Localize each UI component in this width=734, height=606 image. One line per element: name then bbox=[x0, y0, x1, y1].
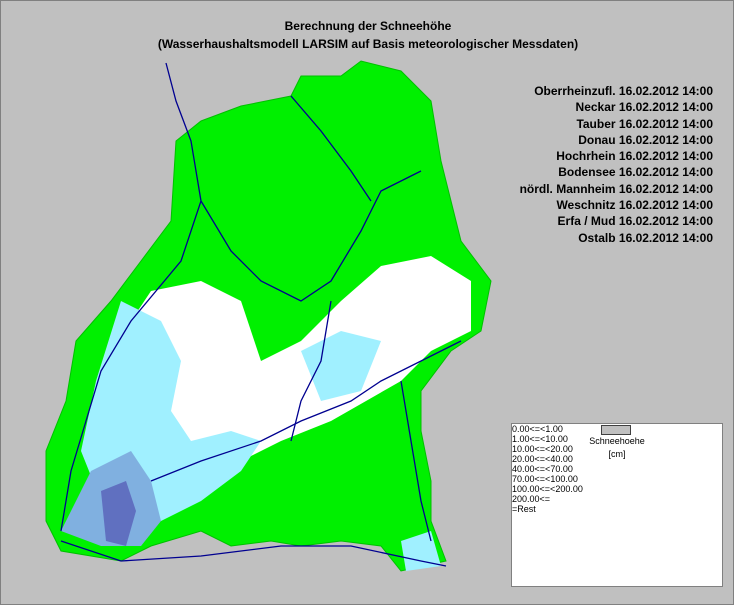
region-timestamp: 16.02.2012 14:00 bbox=[618, 214, 713, 229]
snow-dark bbox=[101, 481, 136, 546]
legend-row: 200.00<= bbox=[512, 425, 722, 504]
legend-op: = bbox=[512, 504, 518, 514]
region-name: Tauber bbox=[576, 116, 616, 131]
region-list: Oberrheinzufl. 16.02.2012 14:00 Neckar 16… bbox=[520, 83, 713, 246]
legend-to: 10.00 bbox=[545, 434, 568, 444]
legend: Schneehoehe [cm] 0.00<= <1.00 1.00<= <10.00… bbox=[511, 423, 723, 587]
region-timestamp: 16.02.2012 14:00 bbox=[618, 230, 713, 245]
region-timestamp: 16.02.2012 14:00 bbox=[618, 198, 713, 213]
region-name: Erfa / Mud bbox=[557, 214, 616, 229]
river bbox=[150, 340, 462, 482]
region-timestamp: 16.02.2012 14:00 bbox=[618, 181, 713, 196]
region-row: Weschnitz 16.02.2012 14:00 bbox=[520, 197, 713, 213]
map-subtitle: (Wasserhaushaltsmodell LARSIM auf Basis … bbox=[157, 37, 579, 51]
region-row: Tauber 16.02.2012 14:00 bbox=[520, 116, 713, 132]
legend-row: 40.00<= <70.00 bbox=[512, 425, 722, 474]
region-timestamp: 16.02.2012 14:00 bbox=[618, 116, 713, 131]
river bbox=[290, 300, 332, 442]
region-timestamp: 16.02.2012 14:00 bbox=[618, 100, 713, 115]
legend-from: 200.00 bbox=[512, 494, 540, 504]
legend-op: <= bbox=[534, 474, 546, 484]
river bbox=[290, 95, 372, 202]
region-row: Donau 16.02.2012 14:00 bbox=[520, 132, 713, 148]
region-name: Ostalb bbox=[578, 230, 616, 245]
region-timestamp: 16.02.2012 14:00 bbox=[618, 132, 713, 147]
region-name: Donau bbox=[578, 132, 616, 147]
region-row: Ostalb 16.02.2012 14:00 bbox=[520, 230, 713, 246]
river bbox=[60, 62, 202, 532]
legend-op: < bbox=[540, 424, 546, 434]
legend-op: <= bbox=[534, 464, 546, 474]
legend-op: <= bbox=[529, 434, 541, 444]
legend-op: <= bbox=[534, 454, 546, 464]
legend-swatch bbox=[601, 425, 631, 435]
legend-op: <= bbox=[539, 484, 551, 494]
legend-to: Rest bbox=[517, 504, 536, 514]
legend-row: 70.00<= <100.00 bbox=[512, 425, 722, 484]
legend-op: < bbox=[545, 444, 551, 454]
region-row: Hochrhein 16.02.2012 14:00 bbox=[520, 148, 713, 164]
legend-to: 40.00 bbox=[550, 454, 573, 464]
legend-from: 100.00 bbox=[512, 484, 540, 494]
region-timestamp: 16.02.2012 14:00 bbox=[618, 165, 713, 180]
legend-op: <= bbox=[539, 494, 551, 504]
legend-op: < bbox=[540, 434, 546, 444]
river bbox=[400, 380, 432, 542]
legend-to: 70.00 bbox=[550, 464, 573, 474]
legend-op: < bbox=[545, 464, 551, 474]
legend-from: 70.00 bbox=[512, 474, 535, 484]
region-name: Oberrheinzufl. bbox=[534, 84, 616, 98]
region-timestamp: 16.02.2012 14:00 bbox=[618, 149, 713, 164]
region-name: Neckar bbox=[575, 100, 616, 115]
region-name: Hochrhein bbox=[556, 149, 616, 164]
legend-from: 40.00 bbox=[512, 464, 535, 474]
rivers bbox=[60, 62, 462, 567]
legend-op: <= bbox=[534, 444, 546, 454]
legend-unit: [cm] bbox=[608, 449, 626, 459]
region-row: Neckar 16.02.2012 14:00 bbox=[520, 99, 713, 115]
legend-row: 100.00<= <200.00 bbox=[512, 425, 722, 494]
snow-white bbox=[101, 256, 471, 481]
legend-to: 20.00 bbox=[550, 444, 573, 454]
legend-to: 200.00 bbox=[555, 484, 583, 494]
legend-from: 0.00 bbox=[512, 424, 530, 434]
legend-op: < bbox=[550, 484, 556, 494]
legend-op: < bbox=[545, 474, 551, 484]
region-name: Weschnitz bbox=[556, 198, 616, 213]
region-name: Bodensee bbox=[558, 165, 616, 180]
legend-from: 1.00 bbox=[512, 434, 530, 444]
region-row: nördl. Mannheim 16.02.2012 14:00 bbox=[520, 181, 713, 197]
legend-title: Schneehoehe bbox=[589, 436, 645, 446]
region-timestamp: 16.02.2012 14:00 bbox=[618, 84, 713, 98]
region-row: Oberrheinzufl. 16.02.2012 14:00 bbox=[520, 83, 713, 99]
legend-row: =Rest bbox=[512, 425, 722, 514]
region-row: Erfa / Mud 16.02.2012 14:00 bbox=[520, 213, 713, 229]
region-row: Bodensee 16.02.2012 14:00 bbox=[520, 164, 713, 180]
river bbox=[200, 170, 422, 302]
region-name: nördl. Mannheim bbox=[519, 181, 616, 196]
snow-cyan bbox=[301, 331, 381, 401]
legend-op: <= bbox=[529, 424, 541, 434]
legend-op: < bbox=[545, 454, 551, 464]
river bbox=[60, 540, 447, 567]
legend-to: 1.00 bbox=[545, 424, 563, 434]
legend-to: 100.00 bbox=[550, 474, 578, 484]
legend-from: 10.00 bbox=[512, 444, 535, 454]
legend-from: 20.00 bbox=[512, 454, 535, 464]
map-title: Berechnung der Schneehöhe bbox=[284, 19, 452, 33]
